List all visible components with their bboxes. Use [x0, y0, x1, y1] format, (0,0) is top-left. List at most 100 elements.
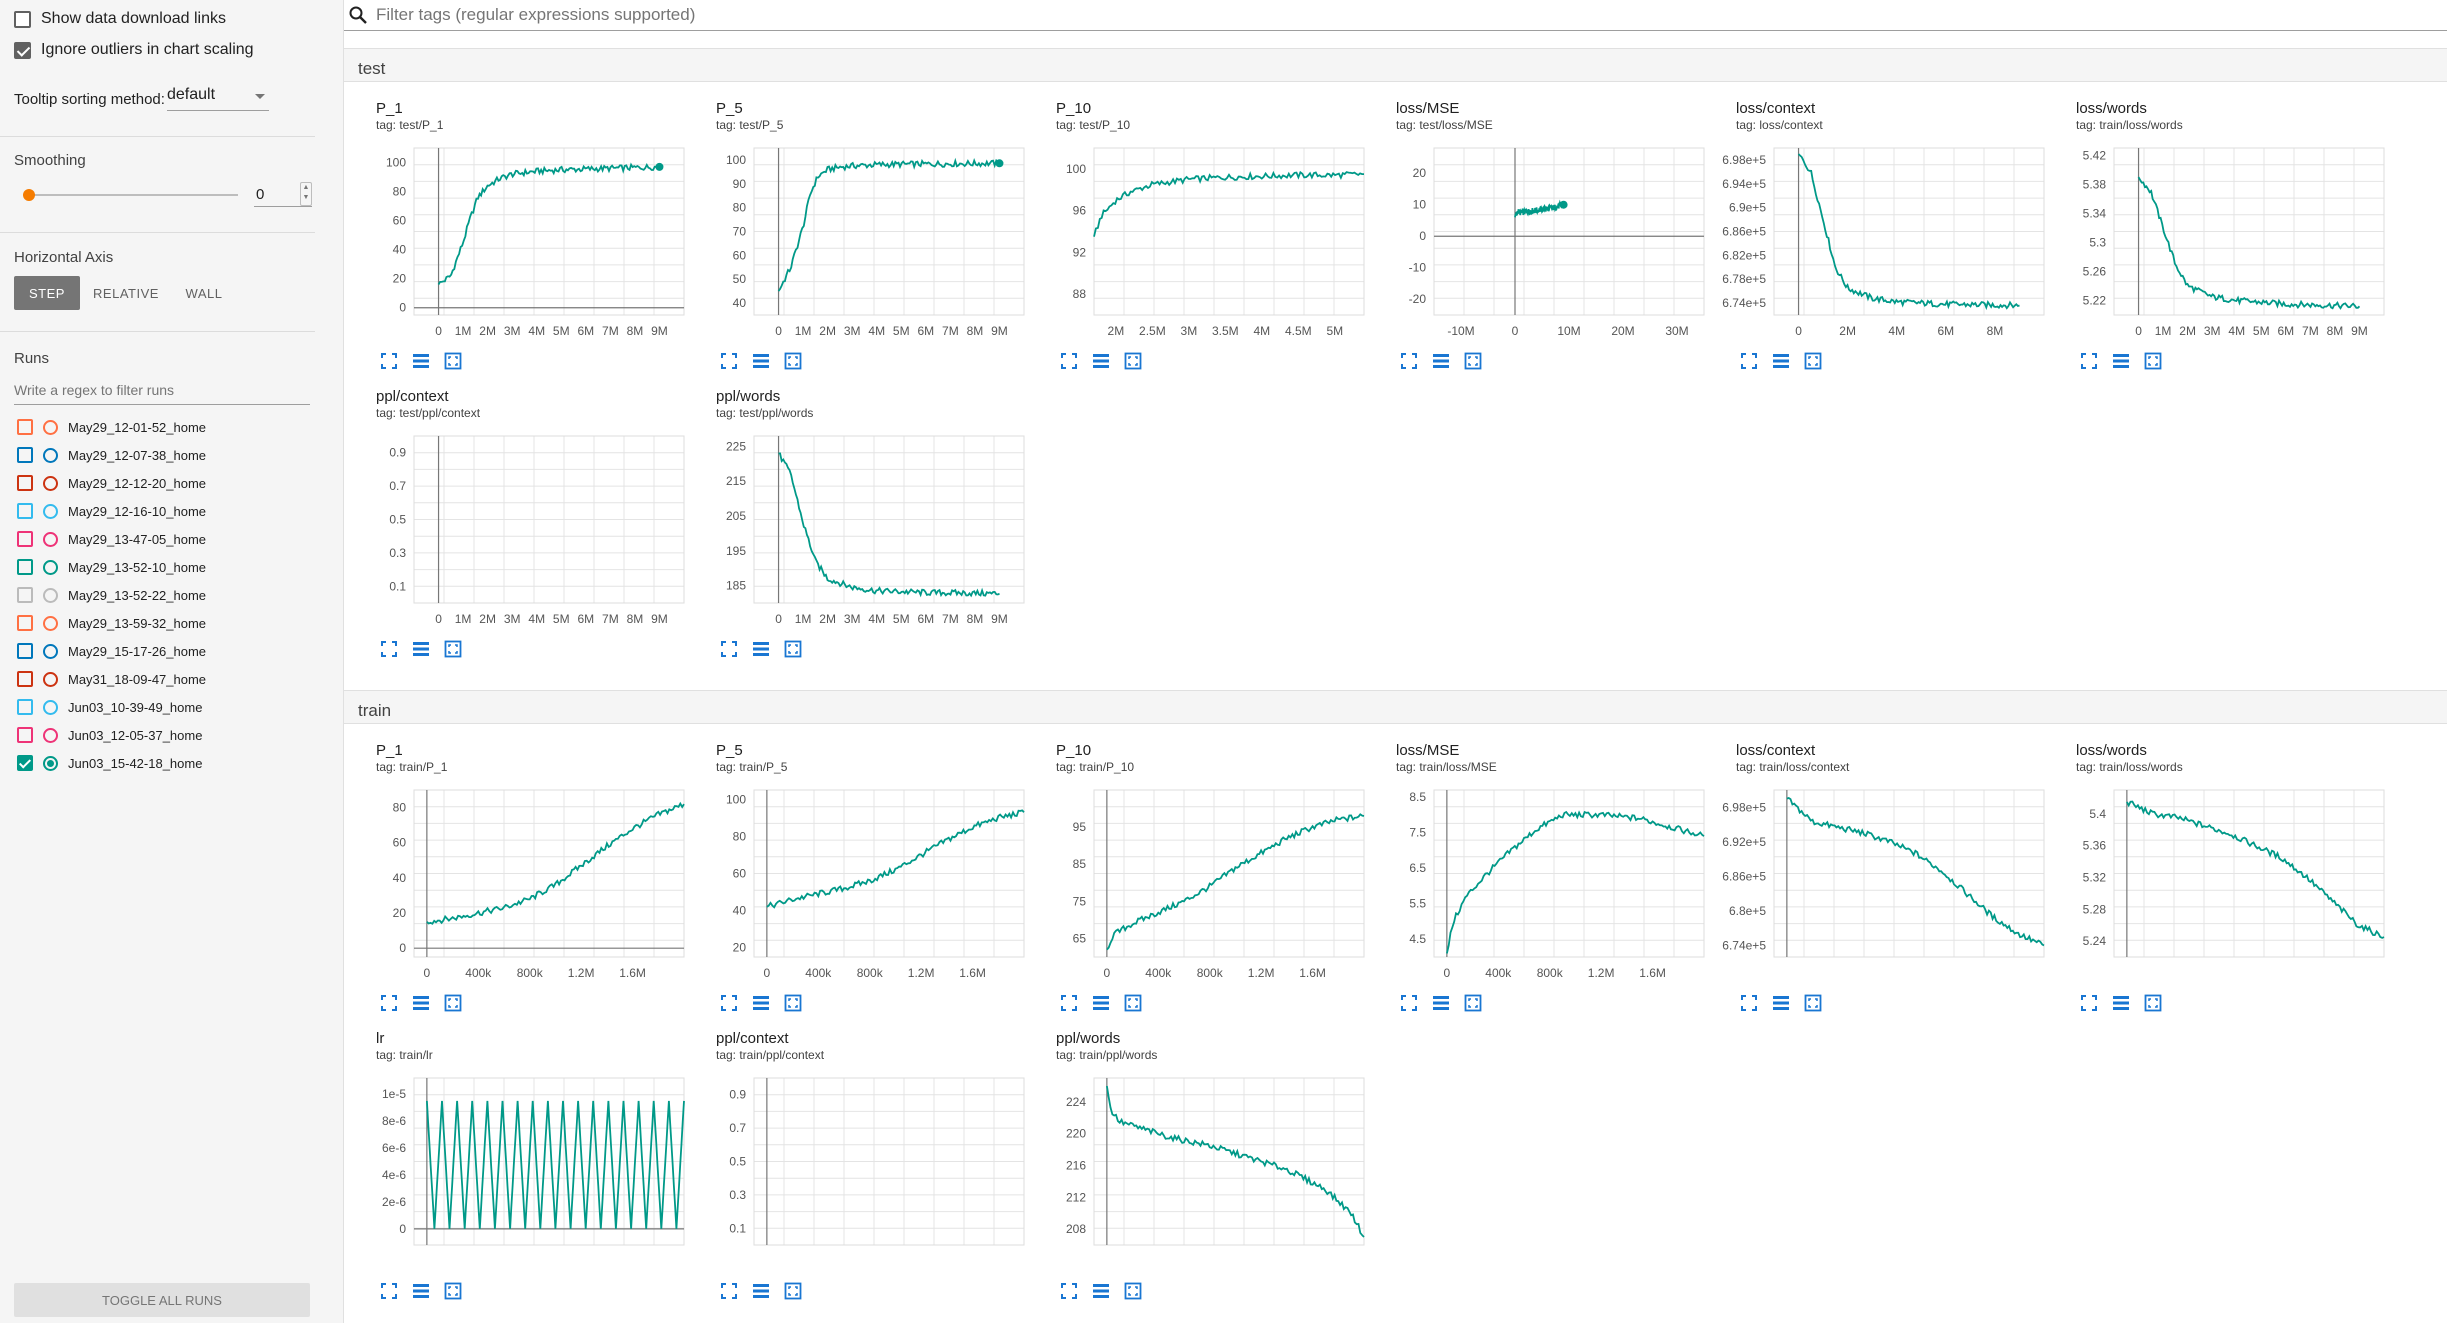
run-color-icon[interactable]: [43, 671, 58, 687]
series-line[interactable]: [1797, 153, 2020, 311]
run-checkbox[interactable]: [17, 699, 33, 715]
fit-domain-icon[interactable]: [1464, 352, 1482, 370]
data-table-icon[interactable]: [412, 352, 430, 370]
fit-domain-icon[interactable]: [2144, 994, 2162, 1012]
fit-domain-icon[interactable]: [444, 994, 462, 1012]
run-checkbox[interactable]: [17, 419, 33, 435]
ignore-outliers-checkbox[interactable]: [14, 41, 31, 59]
line-chart[interactable]: 5.22 5.26 5.3 5.34 5.38 5.42 0 1M 2M 3M 4M 5M 6M 7M 8M…: [2056, 140, 2396, 345]
data-table-icon[interactable]: [1432, 352, 1450, 370]
category-header-test[interactable]: test: [344, 48, 2447, 82]
run-color-icon[interactable]: [43, 727, 58, 743]
run-row[interactable]: May29_13-52-22_home: [17, 585, 206, 605]
data-table-icon[interactable]: [1772, 994, 1790, 1012]
line-chart[interactable]: 65 75 85 95 0 400k 800k 1.2M 1.6M: [1036, 782, 1376, 987]
smoothing-input[interactable]: 0 ▲ ▼: [254, 182, 312, 207]
run-checkbox[interactable]: [17, 727, 33, 743]
line-chart[interactable]: 40 50 60 70 80 90 100 0 1M 2M 3M 4M 5M 6M 7M 8M 9M: [696, 140, 1036, 345]
line-chart[interactable]: 20 40 60 80 100 0 400k 800k 1.2M 1.6M: [696, 782, 1036, 987]
fit-domain-icon[interactable]: [444, 640, 462, 658]
data-table-icon[interactable]: [752, 640, 770, 658]
expand-icon[interactable]: [720, 1282, 738, 1300]
fit-domain-icon[interactable]: [1464, 994, 1482, 1012]
toggle-all-runs-button[interactable]: TOGGLE ALL RUNS: [14, 1283, 310, 1317]
series-line[interactable]: [1106, 813, 1365, 951]
axis-step-button[interactable]: STEP: [14, 276, 80, 310]
smoothing-slider-track[interactable]: [28, 194, 238, 196]
run-row[interactable]: May29_12-07-38_home: [17, 445, 206, 465]
expand-icon[interactable]: [1400, 352, 1418, 370]
fit-domain-icon[interactable]: [2144, 352, 2162, 370]
stepper-icon[interactable]: ▲ ▼: [300, 182, 312, 206]
series-line[interactable]: [766, 809, 1025, 909]
run-color-icon[interactable]: [43, 643, 58, 659]
series-end-point[interactable]: [1559, 200, 1568, 209]
fit-domain-icon[interactable]: [1804, 352, 1822, 370]
expand-icon[interactable]: [1400, 994, 1418, 1012]
tooltip-sorting-dropdown[interactable]: default: [167, 86, 269, 111]
expand-icon[interactable]: [380, 640, 398, 658]
data-table-icon[interactable]: [1092, 1282, 1110, 1300]
run-checkbox[interactable]: [17, 475, 33, 491]
show-download-links-row[interactable]: Show data download links: [14, 10, 226, 28]
fit-domain-icon[interactable]: [444, 1282, 462, 1300]
expand-icon[interactable]: [1740, 352, 1758, 370]
line-chart[interactable]: 208 212 216 220 224: [1036, 1070, 1376, 1275]
data-table-icon[interactable]: [412, 1282, 430, 1300]
series-line[interactable]: [2137, 176, 2361, 310]
run-color-icon[interactable]: [43, 559, 58, 575]
run-color-icon[interactable]: [43, 447, 58, 463]
run-checkbox[interactable]: [17, 643, 33, 659]
run-row[interactable]: May31_18-09-47_home: [17, 669, 206, 689]
run-color-icon[interactable]: [43, 503, 58, 519]
expand-icon[interactable]: [1060, 1282, 1078, 1300]
series-line[interactable]: [437, 162, 660, 285]
line-chart[interactable]: 0.1 0.3 0.5 0.7 0.9: [696, 1070, 1036, 1275]
run-color-icon[interactable]: [43, 475, 58, 491]
series-line[interactable]: [778, 452, 1000, 598]
run-row[interactable]: May29_12-16-10_home: [17, 501, 206, 521]
run-row[interactable]: May29_15-17-26_home: [17, 641, 206, 661]
run-color-icon[interactable]: [43, 615, 58, 631]
run-checkbox[interactable]: [17, 615, 33, 631]
line-chart[interactable]: 6.74e+5 6.78e+5 6.82e+5 6.86e+5 6.9e+5 6.94e+…: [1716, 140, 2056, 345]
line-chart[interactable]: 0 20 40 60 80 0 400k 800k 1.2M 1.6M: [356, 782, 696, 987]
run-row[interactable]: May29_13-59-32_home: [17, 613, 206, 633]
expand-icon[interactable]: [720, 352, 738, 370]
fit-domain-icon[interactable]: [784, 994, 802, 1012]
run-color-icon[interactable]: [43, 531, 58, 547]
fit-domain-icon[interactable]: [784, 352, 802, 370]
axis-relative-button[interactable]: RELATIVE: [93, 285, 159, 301]
category-header-train[interactable]: train: [344, 690, 2447, 724]
line-chart[interactable]: 185 195 205 215 225 0 1M 2M 3M 4M 5M 6M 7M 8M 9M: [696, 428, 1036, 633]
expand-icon[interactable]: [380, 994, 398, 1012]
expand-icon[interactable]: [1740, 994, 1758, 1012]
run-color-icon[interactable]: [43, 419, 58, 435]
line-chart[interactable]: 4.5 5.5 6.5 7.5 8.5 0 400k 800k 1.2M 1.6M: [1376, 782, 1716, 987]
series-line[interactable]: [1446, 810, 1705, 954]
fit-domain-icon[interactable]: [784, 1282, 802, 1300]
expand-icon[interactable]: [380, 352, 398, 370]
series-line[interactable]: [1093, 170, 1364, 237]
show-download-links-checkbox[interactable]: [14, 10, 31, 28]
run-row[interactable]: Jun03_10-39-49_home: [17, 697, 202, 717]
expand-icon[interactable]: [380, 1282, 398, 1300]
series-end-point[interactable]: [995, 159, 1004, 168]
data-table-icon[interactable]: [752, 1282, 770, 1300]
data-table-icon[interactable]: [1092, 352, 1110, 370]
data-table-icon[interactable]: [1092, 994, 1110, 1012]
runs-filter-input[interactable]: Write a regex to filter runs: [14, 382, 310, 405]
expand-icon[interactable]: [720, 994, 738, 1012]
run-color-icon[interactable]: [43, 699, 58, 715]
line-chart[interactable]: 0 2e-6 4e-6 6e-6 8e-6 1e-5: [356, 1070, 696, 1275]
axis-wall-button[interactable]: WALL: [185, 285, 223, 301]
expand-icon[interactable]: [1060, 352, 1078, 370]
line-chart[interactable]: 5.24 5.28 5.32 5.36 5.4: [2056, 782, 2396, 987]
run-checkbox[interactable]: [17, 559, 33, 575]
fit-domain-icon[interactable]: [1124, 994, 1142, 1012]
run-row[interactable]: May29_12-01-52_home: [17, 417, 206, 437]
series-end-point[interactable]: [655, 162, 664, 171]
run-checkbox[interactable]: [17, 587, 33, 603]
data-table-icon[interactable]: [752, 994, 770, 1012]
series-line[interactable]: [426, 1100, 685, 1229]
